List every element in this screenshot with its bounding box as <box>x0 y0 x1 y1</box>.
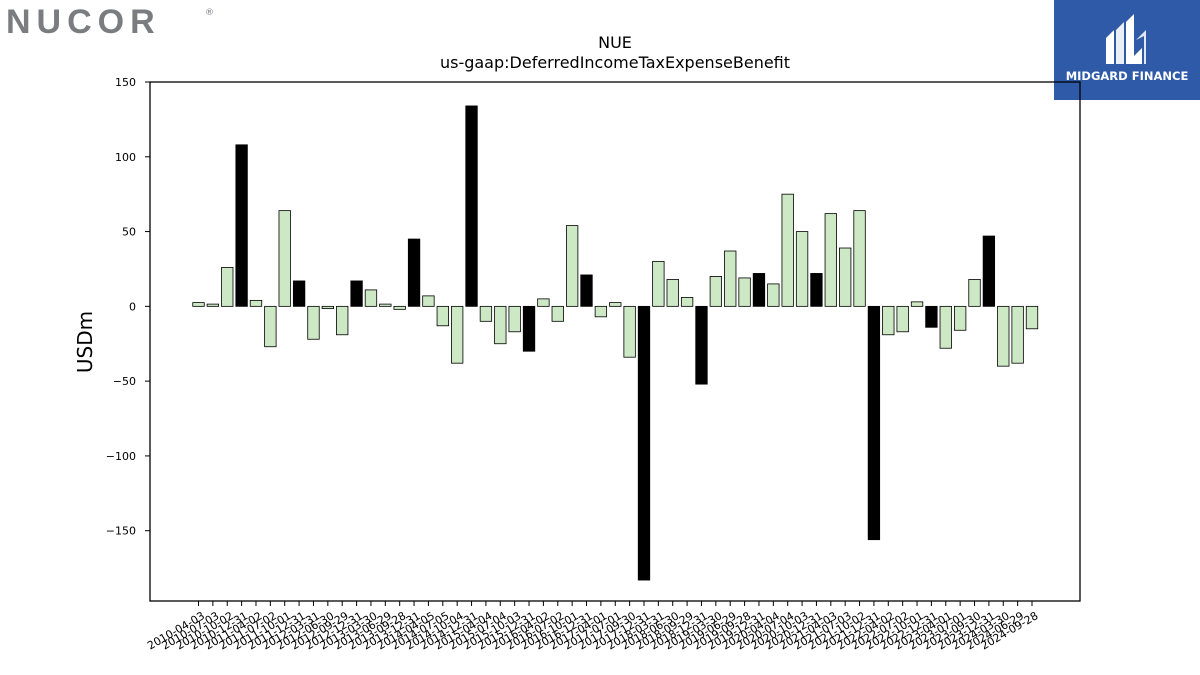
bar-2010-12-31 <box>235 144 248 307</box>
chart-subtitle: us-gaap:DeferredIncomeTaxExpenseBenefit <box>440 53 790 72</box>
bar-2016-07-02 <box>551 305 564 322</box>
bar-2023-07-01 <box>954 305 967 331</box>
y-axis: 150 100 50 0 −50 −100 −150 <box>106 76 150 538</box>
bar-2022-04-02 <box>882 305 895 336</box>
plot-frame <box>149 81 1081 602</box>
bar-2020-12-31 <box>810 273 823 307</box>
bar-2019-03-30 <box>709 276 722 307</box>
y-axis-label: USDm <box>73 311 97 373</box>
bar-2018-12-31 <box>695 305 708 385</box>
bar-2013-03-30 <box>364 289 378 307</box>
bar-2010-04-03 <box>192 302 205 307</box>
bar-2016-04-02 <box>537 298 550 307</box>
bar-2011-07-02 <box>264 305 277 348</box>
bar-2023-09-30 <box>968 279 981 307</box>
bar-2019-09-28 <box>738 277 751 307</box>
bar-2015-10-03 <box>508 305 521 333</box>
bar-2024-06-29 <box>1011 305 1024 364</box>
bar-2018-09-29 <box>680 296 694 307</box>
bar-2024-03-30 <box>997 305 1010 367</box>
bar-2015-12-31 <box>522 305 536 352</box>
y-tick-label: 50 <box>122 226 136 239</box>
bar-2018-06-30 <box>666 279 679 307</box>
bar-2015-07-04 <box>494 305 507 345</box>
y-tick-label: −50 <box>113 375 136 388</box>
bar-2017-04-01 <box>594 305 608 318</box>
bar-2016-10-01 <box>565 225 579 307</box>
bar-2014-10-04 <box>451 305 464 364</box>
bar-2011-10-01 <box>278 210 291 307</box>
bar-2020-10-03 <box>795 231 809 307</box>
bar-2022-12-31 <box>925 305 938 328</box>
bar-2010-10-02 <box>221 267 234 307</box>
bar-2020-07-04 <box>781 193 794 307</box>
bar-2019-12-31 <box>752 273 766 307</box>
y-tick-label: 150 <box>115 76 136 89</box>
midgard-finance-logo: MIDGARD FINANCE <box>1054 0 1200 100</box>
nucor-logo: NUCOR ® <box>6 3 216 41</box>
nucor-logo-text: NUCOR <box>6 4 161 38</box>
bar-2022-07-02 <box>896 305 909 333</box>
bar-2011-12-31 <box>292 280 306 307</box>
bar-2013-06-29 <box>379 303 392 307</box>
bar-2012-06-30 <box>321 305 334 309</box>
bar-2023-12-31 <box>982 235 996 307</box>
bar-2024-09-28 <box>1025 305 1039 330</box>
bar-2020-04-04 <box>767 283 780 307</box>
y-tick-label: −100 <box>106 450 136 463</box>
midgard-logo-text: MIDGARD FINANCE <box>1066 69 1189 83</box>
bar-2017-07-01 <box>609 302 622 307</box>
bar-2021-12-31 <box>867 305 881 541</box>
bar-2013-09-28 <box>393 305 406 310</box>
chart-title: NUE <box>598 33 632 52</box>
bar-2012-12-31 <box>350 280 363 307</box>
bar-2012-09-29 <box>336 305 349 336</box>
bar-2012-03-31 <box>307 305 320 340</box>
bar-2017-09-30 <box>623 305 636 358</box>
svg-text:®: ® <box>205 8 214 18</box>
bar-2023-04-01 <box>939 305 952 349</box>
bar-2021-04-03 <box>824 213 837 307</box>
bar-2011-04-02 <box>249 299 263 307</box>
bar-2021-10-02 <box>853 210 866 307</box>
bar-2018-03-31 <box>652 261 665 307</box>
midgard-mark-icon <box>1106 14 1146 64</box>
bar-2015-04-04 <box>479 305 493 322</box>
bar-2021-07-03 <box>839 247 852 307</box>
bar-2013-12-31 <box>407 238 421 307</box>
bar-2022-10-01 <box>910 301 924 307</box>
y-tick-label: 100 <box>115 151 136 164</box>
x-axis: 2010-04-032010-07-032010-10-022010-12-31… <box>145 601 1041 652</box>
bar-2010-07-03 <box>206 303 220 307</box>
bar-2019-06-29 <box>724 250 737 307</box>
y-tick-label: −150 <box>106 525 136 538</box>
y-tick-label: 0 <box>129 300 136 313</box>
bar-2014-12-31 <box>465 105 478 307</box>
bar-2017-12-31 <box>637 305 651 581</box>
bar-2016-12-31 <box>580 274 593 307</box>
bar-2014-04-05 <box>422 295 435 307</box>
bars-group <box>192 105 1039 581</box>
bar-2014-07-05 <box>436 305 449 327</box>
